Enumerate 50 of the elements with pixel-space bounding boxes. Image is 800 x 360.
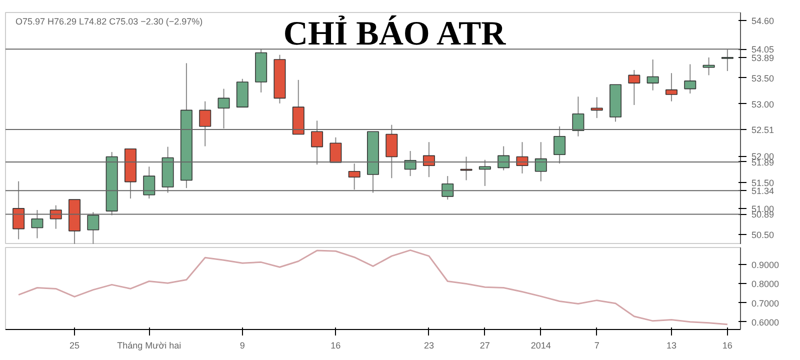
ref-line-label: 51.34 <box>752 186 774 196</box>
ref-line-label: 54.05 <box>752 44 774 55</box>
candlestick <box>665 72 678 102</box>
chart-title: CHỈ BÁO ATR <box>283 14 506 52</box>
x-tick-label: 25 <box>70 340 80 350</box>
y-tick-label: 0.9000 <box>752 260 780 270</box>
candlestick <box>87 212 100 244</box>
x-tick-label: 16 <box>722 340 732 350</box>
candlestick <box>199 100 212 147</box>
candlestick <box>572 96 584 137</box>
y-tick-label: 51.50 <box>752 178 774 188</box>
candlestick <box>684 64 696 94</box>
x-tick-label: 27 <box>480 340 490 350</box>
x-tick-label: 7 <box>594 340 600 350</box>
candlestick <box>348 163 360 190</box>
candlestick <box>311 120 324 166</box>
candlestick <box>646 59 659 91</box>
candlestick <box>386 124 398 179</box>
y-tick-label: 54.60 <box>752 16 774 26</box>
line-series <box>18 249 728 326</box>
candlestick <box>442 176 454 200</box>
x-tick-label: 13 <box>666 340 676 350</box>
ref-line-label: 52.51 <box>752 125 774 136</box>
candlestick <box>218 88 230 129</box>
candlestick <box>554 126 566 164</box>
candlestick <box>50 204 62 230</box>
y-tick-label: 50.50 <box>752 230 774 240</box>
candlestick <box>702 56 715 76</box>
candlestick <box>478 159 491 186</box>
y-tick-label: 53.89 <box>752 52 774 63</box>
y-tick-label: 0.7000 <box>752 298 780 308</box>
candlestick <box>498 146 510 171</box>
x-tick-label: 9 <box>240 340 245 350</box>
candlestick <box>721 49 734 72</box>
x-tick-label: 2014 <box>530 340 551 350</box>
x-tick-label: 16 <box>330 340 341 350</box>
candlestick <box>330 136 342 163</box>
candlestick <box>143 166 156 200</box>
y-tick-label: 53.00 <box>752 99 774 110</box>
candlestick <box>31 210 44 239</box>
x-tick-label: Tháng Mười hai <box>117 340 182 350</box>
candlestick <box>628 69 640 106</box>
candlestick <box>12 180 25 240</box>
y-tick-label: 0.6000 <box>752 317 780 328</box>
candlestick <box>534 142 547 182</box>
candlestick <box>590 96 603 119</box>
annotation: O75.97 H76.29 L74.82 C75.03 −2.30 (−2.97%) <box>16 16 203 26</box>
x-tick-label: 23 <box>424 340 434 350</box>
y-tick-label: 0.8000 <box>752 279 780 290</box>
y-tick-label: 53.50 <box>752 73 774 84</box>
